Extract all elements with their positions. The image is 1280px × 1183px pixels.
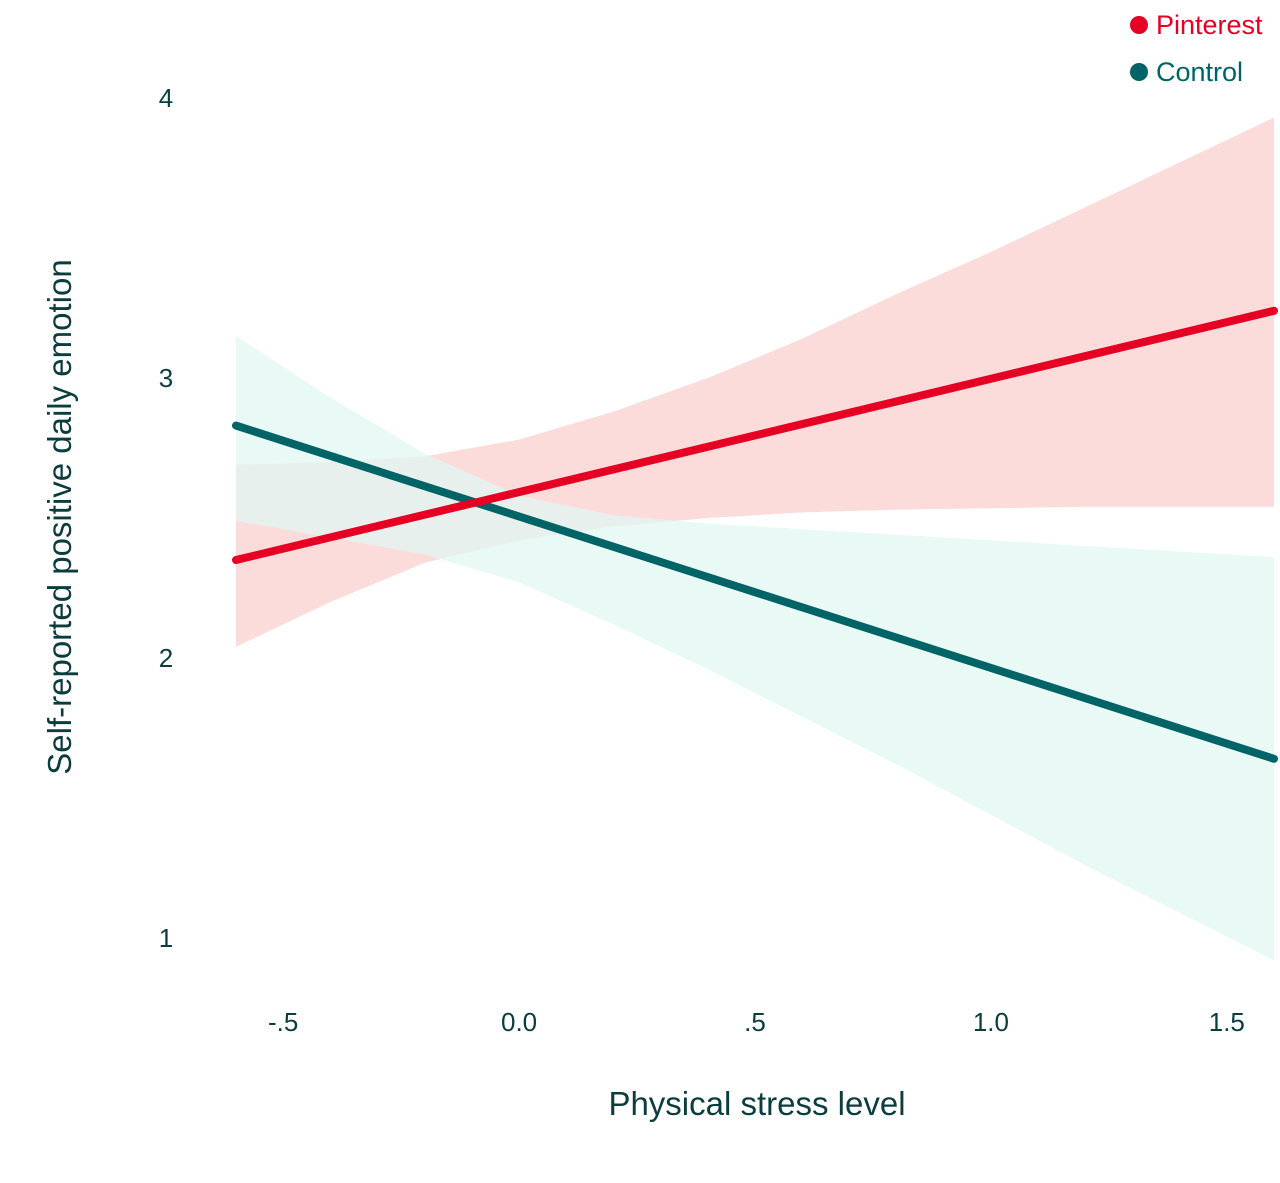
legend-marker-pinterest (1130, 16, 1148, 34)
x-tick-label: 1.5 (1209, 1007, 1245, 1037)
x-tick-label: .5 (744, 1007, 766, 1037)
legend-marker-control (1130, 63, 1148, 81)
y-tick-label: 4 (159, 83, 173, 113)
legend-label-pinterest: Pinterest (1156, 10, 1263, 40)
y-tick-label: 1 (159, 923, 173, 953)
y-tick-label: 3 (159, 363, 173, 393)
legend: Pinterest Control (1130, 10, 1263, 87)
x-tick-label: -.5 (268, 1007, 298, 1037)
x-axis-ticks: -.5 0.0 .5 1.0 1.5 (268, 1007, 1245, 1037)
band-control (236, 336, 1274, 961)
y-tick-label: 2 (159, 643, 173, 673)
line-control (232, 421, 1278, 763)
confidence-bands (236, 117, 1274, 961)
x-tick-label: 0.0 (501, 1007, 537, 1037)
x-tick-label: 1.0 (973, 1007, 1009, 1037)
x-axis-title: Physical stress level (608, 1085, 905, 1122)
y-axis-title: Self-reported positive daily emotion (41, 259, 78, 774)
trend-lines (232, 306, 1278, 763)
line-pinterest (232, 306, 1278, 564)
legend-label-control: Control (1156, 57, 1243, 87)
y-axis-ticks: 1 2 3 4 (159, 83, 173, 953)
